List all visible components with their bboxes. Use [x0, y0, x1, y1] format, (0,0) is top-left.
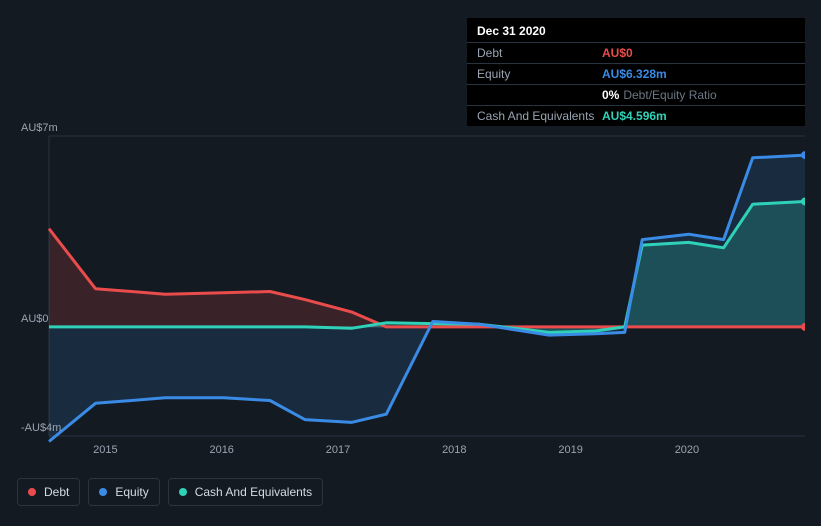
x-axis-label: 2016: [209, 444, 233, 456]
tooltip-ratio-text: Debt/Equity Ratio: [623, 88, 716, 102]
tooltip-row-debt: Debt AU$0: [467, 42, 805, 63]
legend-item-debt[interactable]: Debt: [17, 478, 80, 506]
y-axis-label: AU$0: [21, 313, 49, 325]
x-axis-label: 2018: [442, 444, 466, 456]
tooltip-value-debt: AU$0: [602, 46, 633, 60]
chart-container: AU$7mAU$0-AU$4m201520162017201820192020: [17, 120, 805, 440]
tooltip-row-equity: Equity AU$6.328m: [467, 63, 805, 84]
legend-item-cash[interactable]: Cash And Equivalents: [168, 478, 323, 506]
legend-item-equity[interactable]: Equity: [88, 478, 159, 506]
tooltip-label-equity: Equity: [477, 67, 602, 81]
tooltip-row-cash: Cash And Equivalents AU$4.596m: [467, 105, 805, 126]
hover-tooltip: Dec 31 2020 Debt AU$0 Equity AU$6.328m 0…: [467, 18, 805, 126]
x-axis-label: 2020: [675, 444, 699, 456]
debt-dot-icon: [28, 488, 36, 496]
cash-dot-icon: [179, 488, 187, 496]
legend-label-equity: Equity: [115, 485, 148, 499]
tooltip-date: Dec 31 2020: [467, 18, 805, 42]
y-axis-label: -AU$4m: [21, 422, 61, 434]
tooltip-row-ratio: 0% Debt/Equity Ratio: [467, 84, 805, 105]
legend-label-debt: Debt: [44, 485, 69, 499]
tooltip-ratio-pct: 0%: [602, 88, 619, 102]
tooltip-label-debt: Debt: [477, 46, 602, 60]
legend-label-cash: Cash And Equivalents: [195, 485, 312, 499]
tooltip-value-equity: AU$6.328m: [602, 67, 667, 81]
legend: Debt Equity Cash And Equivalents: [17, 478, 323, 506]
x-axis-label: 2015: [93, 444, 117, 456]
x-axis-label: 2019: [558, 444, 582, 456]
x-axis-label: 2017: [326, 444, 350, 456]
equity-dot-icon: [99, 488, 107, 496]
tooltip-value-cash: AU$4.596m: [602, 109, 667, 123]
tooltip-label-cash: Cash And Equivalents: [477, 109, 602, 123]
y-axis-label: AU$7m: [21, 122, 58, 134]
debt-equity-chart[interactable]: [17, 120, 805, 466]
tooltip-label-ratio: [477, 88, 602, 102]
